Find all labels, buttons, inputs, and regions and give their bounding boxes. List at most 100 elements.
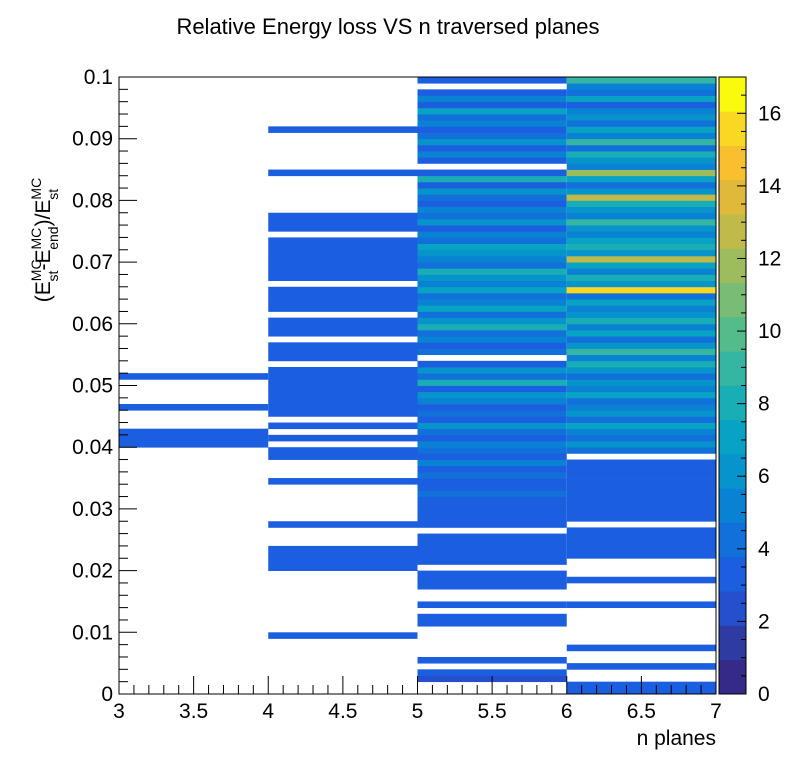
- heatmap-cell: [268, 225, 418, 232]
- heatmap-cell: [268, 354, 418, 362]
- x-axis-title: n planes: [637, 727, 716, 750]
- heatmap-cell: [417, 95, 567, 103]
- heatmap-cell: [417, 299, 567, 306]
- heatmap-cell: [268, 558, 418, 565]
- heatmap-cell: [268, 317, 418, 325]
- heatmap-cell: [566, 422, 716, 430]
- heatmap-cell: [268, 299, 418, 306]
- heatmap-cell: [566, 255, 716, 263]
- chart-title: Relative Energy loss VS n traversed plan…: [176, 14, 600, 39]
- heatmap-cell: [268, 552, 418, 559]
- heatmap-cell: [417, 521, 567, 528]
- palette-swatch: [719, 214, 746, 249]
- heatmap-cell: [417, 385, 567, 393]
- palette-swatch: [719, 179, 746, 215]
- heatmap-cell: [417, 107, 567, 115]
- y-tick-label: 0: [101, 683, 113, 706]
- heatmap-cell: [268, 422, 418, 430]
- y-tick-label: 0.1: [84, 66, 113, 89]
- heatmap-cell: [417, 212, 567, 220]
- heatmap-cell: [566, 459, 716, 467]
- heatmap-cell: [566, 552, 716, 559]
- z-tick-label: 12: [758, 247, 781, 270]
- z-tick-label: 10: [758, 320, 781, 343]
- y-axis: 0 0.01 0.02 0.03 0.04 0.05 0.06 0.07 0.08 0.09 0.1: [72, 66, 137, 706]
- heatmap-cell: [417, 391, 567, 399]
- z-tick-label: 0: [758, 683, 770, 706]
- palette-swatch: [719, 282, 746, 318]
- heatmap-cell: [417, 237, 567, 244]
- heatmap-cell: [417, 157, 567, 164]
- heatmap-cell: [566, 515, 716, 522]
- heatmap-cell: [417, 459, 567, 467]
- heatmap-cell: [119, 441, 269, 448]
- x-tick-label: 6: [561, 700, 573, 723]
- heatmap-cell: [417, 262, 567, 269]
- heatmap-cell: [417, 181, 567, 189]
- heatmap-cell: [417, 194, 567, 201]
- heatmap-cell: [566, 447, 716, 454]
- heatmap-cell: [417, 496, 567, 504]
- heatmap-cell: [417, 132, 567, 140]
- heatmap-cell: [417, 342, 567, 349]
- y-tick-label: 0.04: [72, 436, 113, 459]
- heatmap-cell: [566, 329, 716, 337]
- z-tick-label: 2: [758, 610, 770, 633]
- heatmap-cell: [417, 225, 567, 232]
- heatmap-cell: [268, 410, 418, 417]
- heatmap-cell: [268, 262, 418, 269]
- heatmap-cell: [417, 336, 567, 343]
- heatmap-cell: [566, 317, 716, 325]
- heatmap-cell: [566, 144, 716, 152]
- heatmap-cell: [119, 404, 269, 411]
- heatmap-cell: [417, 508, 567, 516]
- heatmap-cell: [417, 323, 567, 331]
- heatmap-cell: [566, 237, 716, 244]
- heatmap-cell: [268, 385, 418, 393]
- heatmap-cell: [566, 663, 716, 670]
- heatmap-cell: [566, 484, 716, 491]
- heatmap-cell: [417, 453, 567, 460]
- palette-swatch: [719, 659, 746, 695]
- heatmap-cell: [417, 545, 567, 553]
- heatmap-cell: [566, 268, 716, 275]
- heatmap-cell: [417, 101, 567, 109]
- x-tick-label: 4.5: [328, 700, 357, 723]
- palette-swatch: [719, 111, 746, 146]
- heatmap-cell: [566, 188, 716, 195]
- heatmap-cell: [417, 114, 567, 121]
- heatmap-cell: [417, 292, 567, 300]
- heatmap-cell: [268, 434, 418, 442]
- heatmap-cell: [417, 471, 567, 479]
- heatmap-cell: [417, 619, 567, 627]
- heatmap-cell: [417, 669, 567, 676]
- heatmap-cell: [566, 428, 716, 436]
- x-tick-label: 5.5: [478, 700, 507, 723]
- heatmap-cell: [566, 373, 716, 380]
- heatmap-cell: [268, 169, 418, 177]
- heatmap-cell: [268, 397, 418, 405]
- y-tick-label: 0.07: [72, 251, 113, 274]
- heatmap-cell: [566, 441, 716, 448]
- heatmap-cell: [566, 490, 716, 497]
- heatmap-cell: [566, 200, 716, 207]
- heatmap-cell: [268, 447, 418, 454]
- heatmap-cell: [268, 323, 418, 331]
- heatmap-cell: [566, 539, 716, 547]
- heatmap-cell: [417, 515, 567, 522]
- heatmap-cell: [417, 502, 567, 510]
- y-tick-label: 0.06: [72, 313, 113, 336]
- heatmap-cell: [417, 416, 567, 423]
- heatmap-cell: [268, 126, 418, 133]
- heatmap-cell: [268, 632, 418, 639]
- heatmap-cell: [417, 613, 567, 621]
- heatmap-cell: [417, 490, 567, 497]
- heatmap-cell: [268, 453, 418, 460]
- heatmap-cell: [566, 107, 716, 115]
- heatmap-cell: [566, 465, 716, 473]
- heatmap-cell: [566, 163, 716, 170]
- palette-swatch: [719, 556, 746, 592]
- y-tick-label: 0.05: [72, 375, 113, 398]
- heatmap-cell: [268, 218, 418, 226]
